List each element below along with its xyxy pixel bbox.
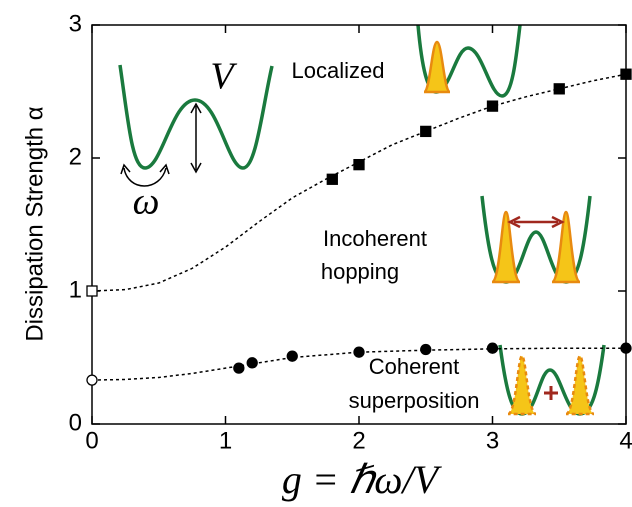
localized-inset bbox=[416, 24, 522, 98]
circle-point bbox=[86, 374, 98, 386]
annotation: Incoherent bbox=[323, 226, 427, 251]
x-tick-label: 2 bbox=[352, 427, 365, 454]
annotation: Coherent bbox=[369, 354, 460, 379]
plot-frame bbox=[91, 24, 627, 425]
annotation: hopping bbox=[321, 259, 399, 284]
annotation: Localized bbox=[292, 58, 385, 83]
square-point bbox=[486, 100, 499, 112]
circle-point bbox=[246, 357, 258, 369]
x-tick-label: 0 bbox=[85, 427, 98, 454]
x-tick-label: 4 bbox=[619, 427, 632, 454]
annotation: superposition bbox=[349, 388, 480, 413]
y-tick-label: 2 bbox=[69, 143, 82, 170]
hopping-inset bbox=[480, 195, 592, 284]
x-axis-label: g = ℏω/V bbox=[282, 457, 443, 502]
circle-point bbox=[286, 350, 298, 362]
circle-point bbox=[233, 362, 245, 374]
y-axis-label: Dissipation Strength α bbox=[21, 106, 48, 341]
y-tick-label: 1 bbox=[69, 276, 82, 303]
square-point bbox=[420, 125, 432, 138]
circle-point bbox=[420, 343, 432, 356]
square-point bbox=[326, 173, 338, 185]
double-well-inset bbox=[118, 64, 274, 187]
x-tick-label: 3 bbox=[486, 427, 499, 454]
circle-point bbox=[353, 346, 365, 358]
square-point bbox=[553, 83, 565, 95]
square-point bbox=[620, 68, 632, 80]
circle-point bbox=[486, 342, 499, 354]
x-tick-label: 1 bbox=[219, 427, 232, 454]
square-point bbox=[86, 285, 98, 297]
circle-point bbox=[620, 342, 632, 354]
annotation: ω bbox=[133, 181, 160, 223]
coherent-inset bbox=[498, 344, 606, 416]
y-tick-label: 0 bbox=[69, 409, 82, 436]
annotation: V bbox=[210, 56, 237, 98]
y-tick-label: 3 bbox=[69, 10, 82, 37]
square-point bbox=[353, 158, 365, 171]
